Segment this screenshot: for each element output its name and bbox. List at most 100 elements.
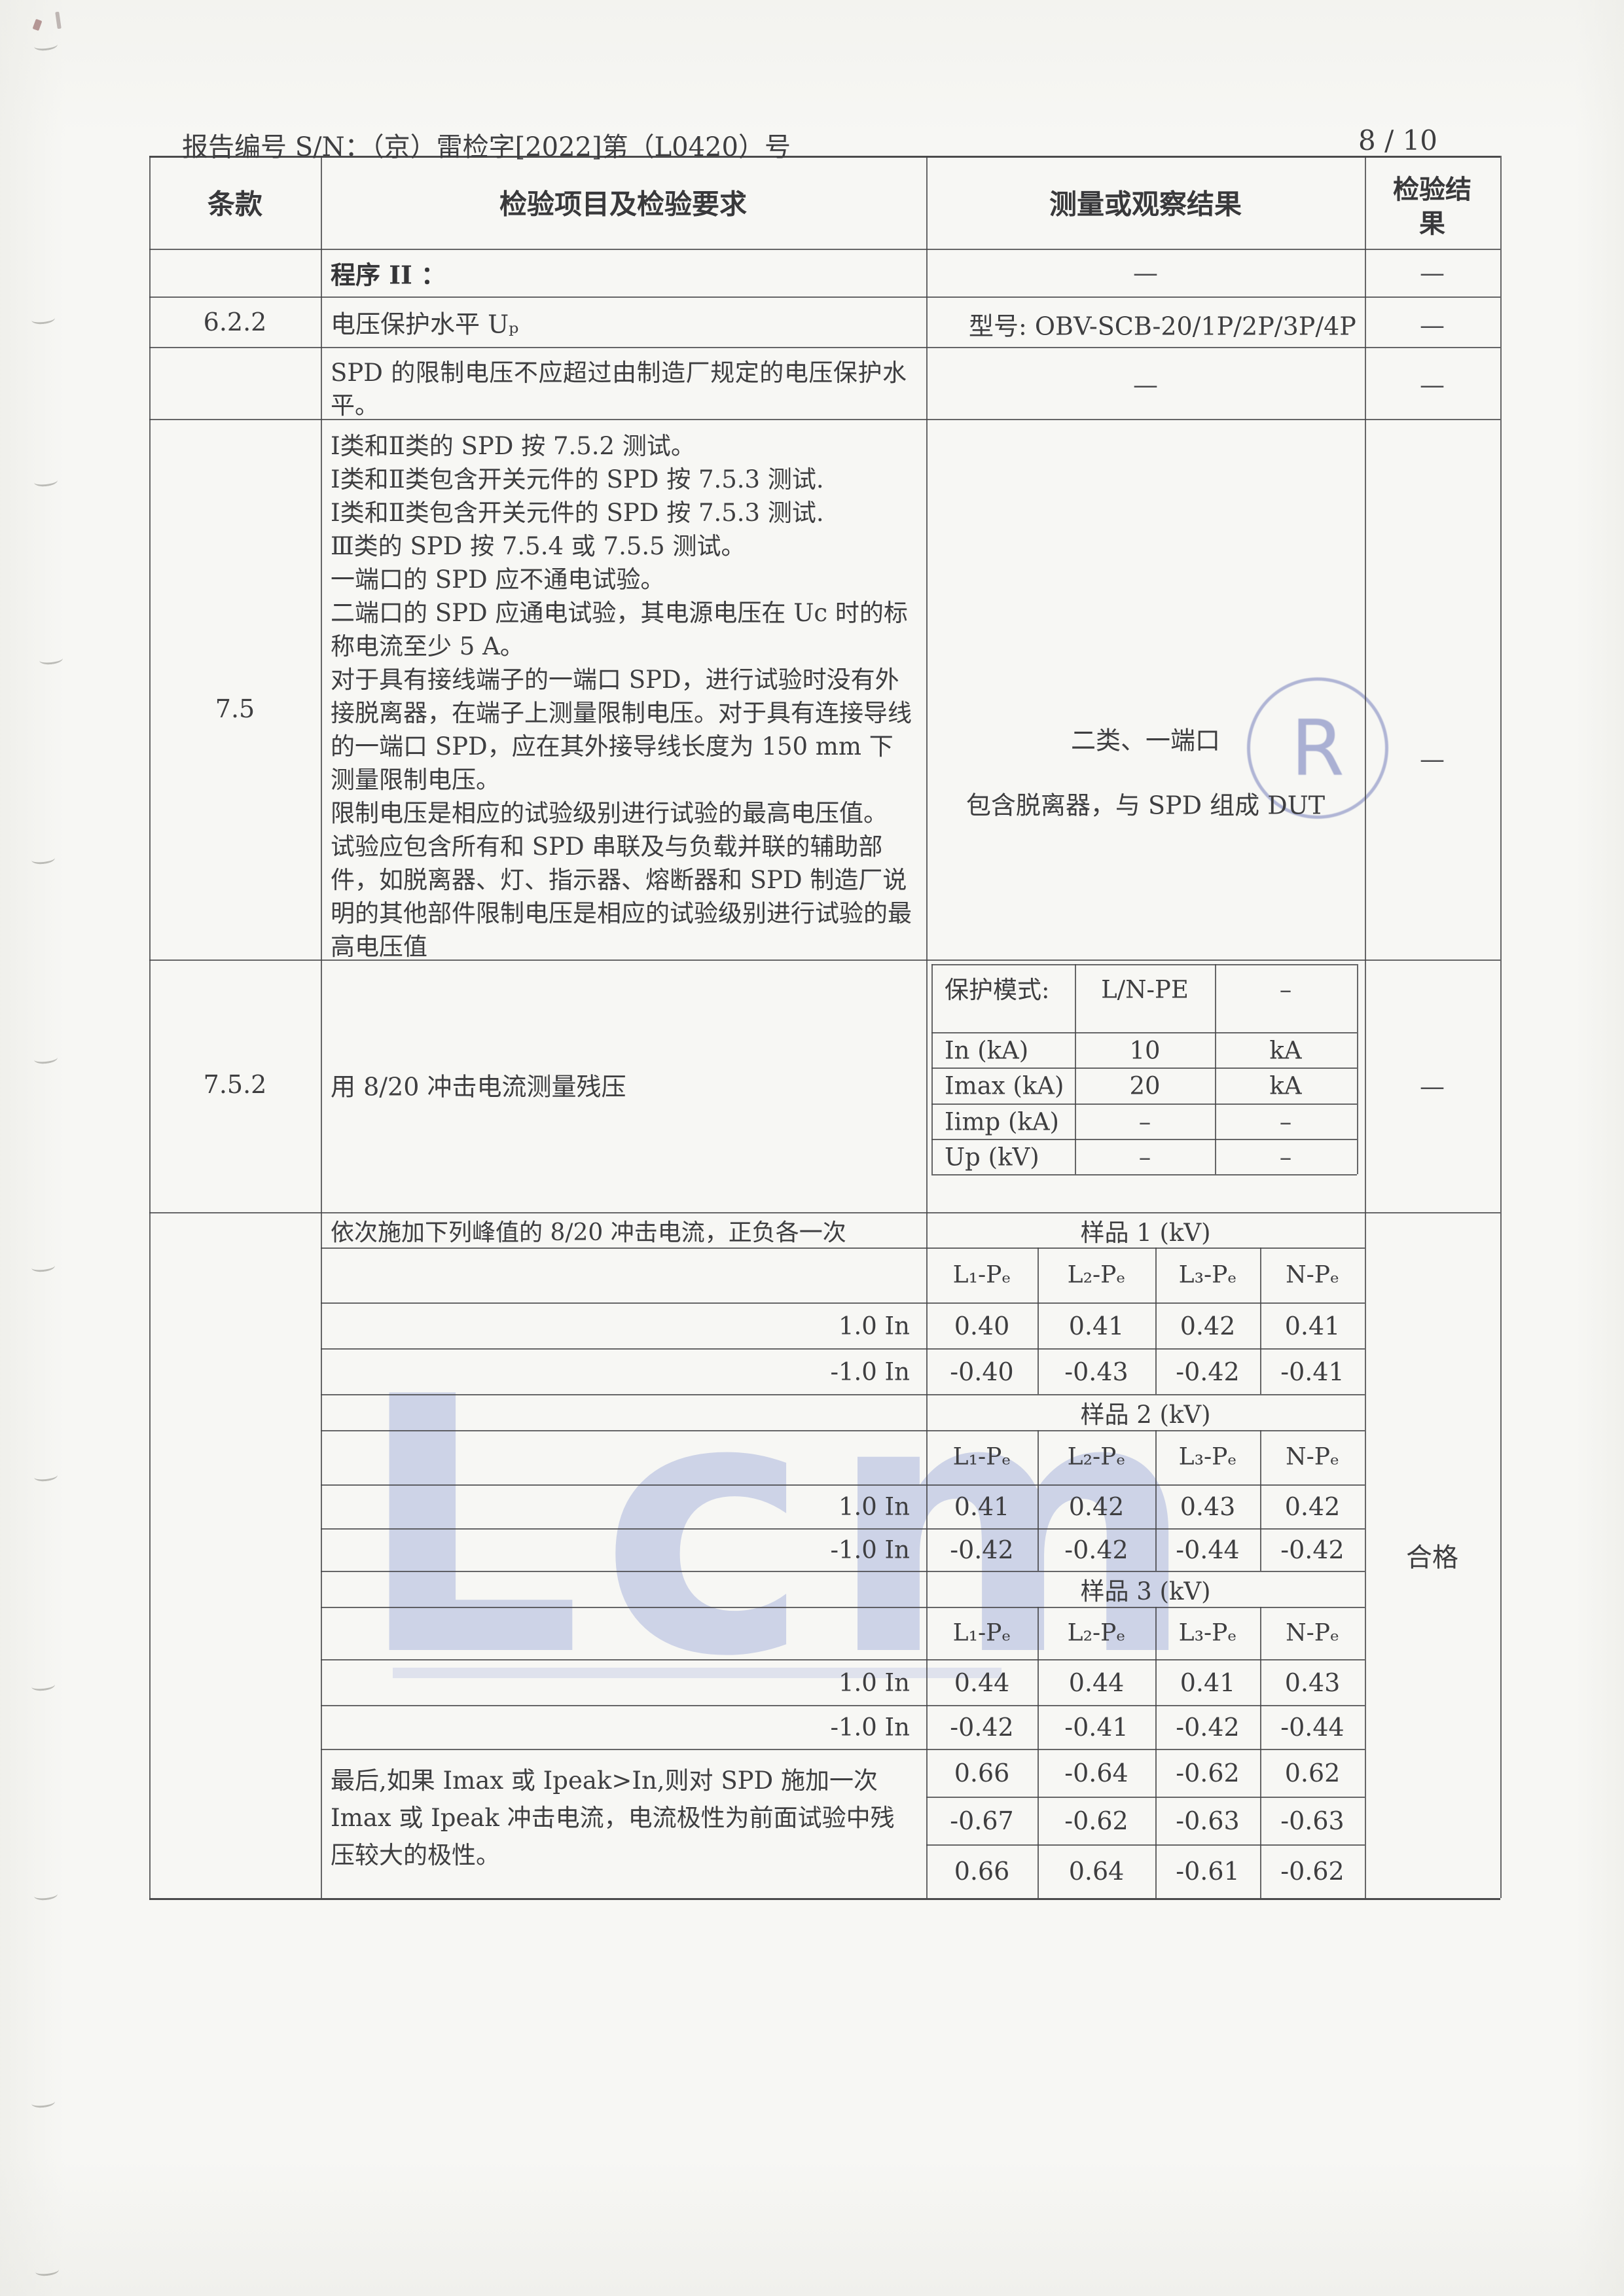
value-cell: 0.42 xyxy=(1180,1312,1236,1340)
value-cell: -0.43 xyxy=(1064,1357,1128,1386)
page-number: 8 / 10 xyxy=(1358,124,1438,156)
value-cell: 0.43 xyxy=(1284,1668,1341,1697)
value-cell: 0.41 xyxy=(1180,1668,1236,1697)
col-header-item: 检验项目及检验要求 xyxy=(499,188,748,221)
value-cell: -0.42 xyxy=(950,1535,1014,1564)
value-cell: -0.63 xyxy=(1176,1806,1240,1835)
inner-col3-in: kA xyxy=(1269,1036,1302,1065)
current-label-pos: 1.0 In xyxy=(838,1668,910,1697)
mode-header: N-Pₑ xyxy=(1286,1619,1339,1647)
paragraph: Ⅰ类和Ⅱ类包含开关元件的 SPD 按 7.5.3 测试. xyxy=(331,465,824,493)
binding-mark xyxy=(33,475,58,488)
mode-header: L₃-Pₑ xyxy=(1178,1619,1237,1647)
paragraph: Ⅰ类和Ⅱ类包含开关元件的 SPD 按 7.5.3 测试. xyxy=(331,499,824,527)
row4-clause: 7.5 xyxy=(215,694,255,723)
value-cell: -0.41 xyxy=(1064,1713,1128,1742)
inner-col1-up: Up (kV) xyxy=(945,1143,1039,1172)
binding-mark xyxy=(31,1261,56,1273)
row5-clause: 7.5.2 xyxy=(203,1070,267,1099)
row3-result-dash: — xyxy=(1133,370,1158,399)
row6-final-note: 最后,如果 Imax 或 Ipeak>In,则对 SPD 施加一次 Imax 或… xyxy=(331,1767,895,1869)
inner-col3-up: – xyxy=(1279,1143,1292,1172)
value-cell: 0.42 xyxy=(1068,1492,1125,1521)
current-label-pos: 1.0 In xyxy=(838,1492,910,1521)
row1-verdict-dash: — xyxy=(1420,259,1445,287)
sample1-title: 样品 1 (kV) xyxy=(1080,1219,1211,1247)
binding-mark xyxy=(33,1889,58,1901)
inner-col1-mode: 保护模式: xyxy=(945,976,1050,1004)
row5-verdict-dash: — xyxy=(1420,1072,1445,1101)
value-cell: 0.44 xyxy=(1068,1668,1125,1697)
mode-header: L₃-Pₑ xyxy=(1178,1261,1237,1289)
sample3-title: 样品 3 (kV) xyxy=(1080,1577,1211,1605)
value-cell: -0.40 xyxy=(950,1357,1014,1386)
value-cell: 0.64 xyxy=(1068,1857,1125,1886)
value-cell: -0.41 xyxy=(1280,1357,1344,1386)
value-cell: 0.41 xyxy=(954,1492,1010,1521)
binding-mark xyxy=(33,1052,58,1065)
value-cell: 0.40 xyxy=(954,1312,1010,1340)
inner-col1-iimp: Iimp (kA) xyxy=(945,1107,1059,1136)
binding-mark xyxy=(33,1470,58,1482)
value-cell: -0.61 xyxy=(1176,1857,1240,1886)
row5-item: 用 8/20 冲击电流测量残压 xyxy=(331,1072,626,1102)
binding-mark xyxy=(31,2096,56,2109)
value-cell: -0.42 xyxy=(1176,1713,1240,1742)
binding-mark xyxy=(31,313,56,325)
row3-item: SPD 的限制电压不应超过由制造厂规定的电压保护水平。 xyxy=(331,359,907,420)
mode-header: N-Pₑ xyxy=(1286,1443,1339,1471)
col-header-verdict: 果 xyxy=(1419,208,1445,239)
value-cell: -0.42 xyxy=(950,1713,1014,1742)
inner-col3-imax: kA xyxy=(1269,1071,1302,1100)
watermark-underline xyxy=(393,1668,1001,1678)
paragraph: 试验应包含所有和 SPD 串联及与负载并联的辅助部件，如脱离器、灯、指示器、熔断… xyxy=(331,833,912,961)
value-cell: -0.62 xyxy=(1176,1759,1240,1787)
mode-header: L₂-Pₑ xyxy=(1067,1619,1126,1647)
mode-header: L₁-Pₑ xyxy=(952,1619,1011,1647)
binding-mark xyxy=(39,653,63,666)
value-cell: 0.66 xyxy=(954,1759,1010,1787)
inner-col1-imax: Imax (kA) xyxy=(945,1071,1064,1100)
col-header-verdict: 检验结 xyxy=(1393,174,1471,205)
mode-header: L₁-Pₑ xyxy=(952,1443,1011,1471)
row4-verdict-dash: — xyxy=(1420,745,1445,774)
paragraph: 一端口的 SPD 应不通电试验。 xyxy=(331,565,665,594)
value-cell: -0.62 xyxy=(1280,1857,1344,1886)
row4-result-line1: 二类、一端口 xyxy=(1070,726,1221,755)
value-cell: 0.43 xyxy=(1180,1492,1236,1521)
current-label-neg: -1.0 In xyxy=(830,1357,910,1386)
scan-speck xyxy=(55,11,62,29)
value-cell: 0.41 xyxy=(1284,1312,1341,1340)
value-cell: -0.63 xyxy=(1280,1806,1344,1835)
mode-header: L₃-Pₑ xyxy=(1178,1443,1237,1471)
value-cell: -0.62 xyxy=(1064,1806,1128,1835)
row2-clause: 6.2.2 xyxy=(203,308,267,336)
current-label-neg: -1.0 In xyxy=(830,1535,910,1564)
inner-col3-mode: – xyxy=(1279,975,1292,1004)
report-number: 报告编号 S/N：（京）雷检字[2022]第（L0420）号 xyxy=(182,132,791,162)
value-cell: 0.44 xyxy=(954,1668,1010,1697)
paragraph: 二端口的 SPD 应通电试验，其电源电压在 Uc 时的标称电流至少 5 A。 xyxy=(331,599,908,660)
row4-item-paragraphs: Ⅰ类和Ⅱ类的 SPD 按 7.5.2 测试。 Ⅰ类和Ⅱ类包含开关元件的 SPD … xyxy=(331,429,916,963)
value-cell: 0.42 xyxy=(1284,1492,1341,1521)
value-cell: -0.42 xyxy=(1064,1535,1128,1564)
mode-header: L₂-Pₑ xyxy=(1067,1443,1126,1471)
inner-col2-imax: 20 xyxy=(1129,1071,1161,1100)
registered-trademark-stamp: R xyxy=(1247,677,1388,819)
binding-mark xyxy=(31,1679,56,1692)
current-label-neg: -1.0 In xyxy=(830,1713,910,1742)
row1-item: 程序 II ： xyxy=(331,260,446,290)
col-header-result: 测量或观察结果 xyxy=(1049,188,1242,221)
value-cell: 0.41 xyxy=(1068,1312,1125,1340)
current-label-pos: 1.0 In xyxy=(838,1312,910,1340)
inner-col3-iimp: – xyxy=(1279,1107,1292,1136)
paragraph: 对于具有接线端子的一端口 SPD，进行试验时没有外接脱离器，在端子上测量限制电压… xyxy=(331,666,912,794)
paragraph: Ⅲ类的 SPD 按 7.5.4 或 7.5.5 测试。 xyxy=(331,532,746,560)
inner-col2-iimp: – xyxy=(1138,1107,1151,1136)
binding-mark xyxy=(33,39,58,52)
mode-header: L₂-Pₑ xyxy=(1067,1261,1126,1289)
value-cell: -0.44 xyxy=(1280,1713,1344,1742)
row2-verdict-dash: — xyxy=(1420,311,1445,340)
value-cell: -0.44 xyxy=(1176,1535,1240,1564)
